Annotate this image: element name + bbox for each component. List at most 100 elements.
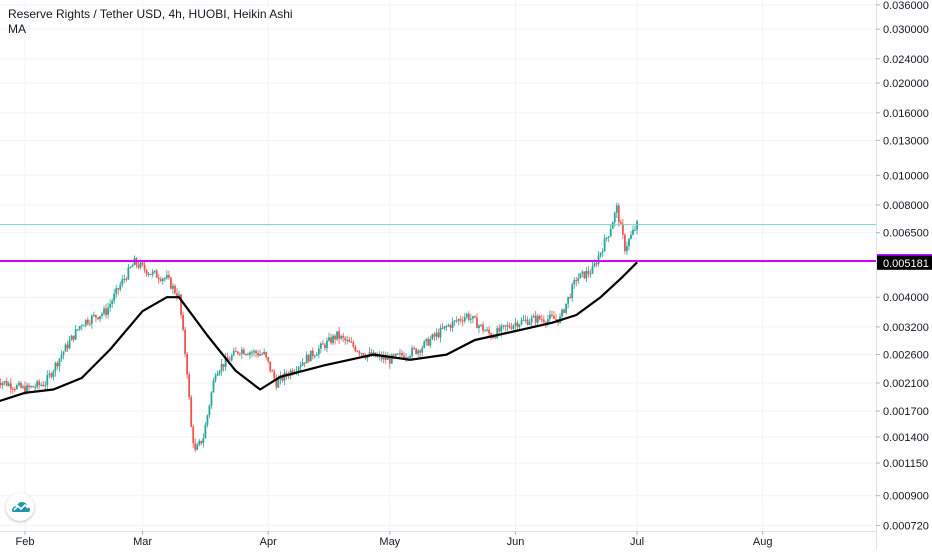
candle-body — [3, 381, 6, 383]
y-tick-label: 0.024000 — [883, 54, 929, 66]
candle-body — [482, 324, 484, 331]
candle-body — [125, 278, 128, 280]
candles — [0, 202, 638, 453]
candle-body — [459, 319, 462, 321]
candle-body — [518, 324, 521, 328]
candle-body — [84, 319, 87, 326]
candle-body — [510, 327, 513, 329]
candle-body — [305, 354, 308, 364]
candle-body — [182, 314, 184, 330]
candle-body — [494, 336, 497, 338]
candle-body — [117, 288, 120, 290]
y-tick-label: 0.003200 — [883, 322, 929, 334]
candle-body — [86, 319, 89, 324]
candle-body — [5, 381, 8, 386]
candle-body — [267, 357, 270, 362]
levels — [0, 224, 876, 263]
candle-body — [307, 354, 310, 362]
candle-body — [512, 325, 515, 329]
candle-body — [101, 313, 103, 316]
candle-body — [441, 327, 444, 329]
tradingview-logo[interactable] — [6, 493, 34, 521]
candle-body — [467, 313, 470, 320]
candle-body — [113, 293, 116, 301]
candle-body — [103, 308, 105, 314]
candle-body — [123, 278, 126, 280]
candle-body — [220, 363, 223, 372]
candle-body — [346, 339, 349, 341]
candle-body — [571, 284, 574, 299]
candle-body — [15, 385, 18, 389]
candle-body — [95, 315, 97, 318]
candle-body — [232, 350, 235, 356]
candle-body — [236, 351, 239, 354]
candle-body — [186, 353, 189, 375]
candle-body — [313, 355, 316, 357]
candle-body — [253, 350, 255, 353]
candle-body — [486, 329, 488, 331]
candle-body — [540, 319, 543, 321]
candle-body — [214, 375, 217, 381]
candle-body — [277, 379, 280, 388]
candle-body — [131, 265, 134, 268]
y-tick-label: 0.001150 — [883, 458, 928, 470]
candle-body — [399, 352, 401, 355]
candle-body — [194, 443, 197, 450]
candle-body — [309, 350, 312, 362]
legend-ma[interactable]: MA — [8, 22, 26, 36]
candle-body — [30, 386, 32, 388]
candle-body — [549, 314, 551, 320]
candle-body — [551, 314, 553, 317]
candle-body — [344, 337, 347, 341]
candle-body — [147, 273, 150, 275]
candle-body — [7, 383, 10, 386]
candle-body — [392, 354, 395, 356]
candle-body — [394, 353, 397, 356]
candle-body — [170, 277, 172, 289]
candle-body — [449, 325, 452, 328]
y-tick-label: 0.013000 — [883, 135, 929, 147]
candle-body — [589, 273, 592, 275]
candle-body — [567, 296, 570, 304]
candle-body — [514, 322, 517, 326]
candle-body — [291, 370, 294, 374]
candle-body — [58, 358, 61, 367]
candle-body — [595, 263, 598, 265]
x-tick-label: May — [379, 536, 400, 548]
candle-body — [413, 348, 416, 350]
tradingview-cloud-icon — [12, 502, 30, 512]
candle-body — [115, 288, 118, 294]
candle-body — [630, 234, 632, 239]
candle-body — [360, 353, 363, 355]
candle-body — [330, 337, 332, 344]
candle-body — [226, 357, 229, 360]
y-tick-label: 0.000900 — [883, 491, 929, 503]
candle-body — [611, 222, 614, 229]
y-tick-label: 0.000720 — [883, 520, 929, 532]
candle-body — [188, 374, 191, 398]
candle-body — [299, 365, 302, 368]
candle-body — [44, 385, 47, 387]
y-tick-label: 0.020000 — [883, 78, 929, 90]
candle-body — [149, 273, 152, 275]
candle-body — [275, 378, 278, 388]
candle-body — [415, 348, 418, 354]
ma-layer — [0, 261, 638, 403]
candle-body — [500, 325, 503, 332]
candle-body — [218, 371, 221, 374]
candle-body — [326, 340, 328, 349]
candle-body — [28, 385, 30, 388]
y-tick-label: 0.002600 — [883, 350, 929, 362]
candle-body — [202, 438, 205, 444]
candle-body — [273, 371, 276, 379]
ma-line — [0, 261, 638, 403]
candle-body — [301, 362, 304, 366]
candle-body — [569, 296, 572, 299]
ma-price-label-bg — [877, 255, 932, 270]
time-axis-bg — [0, 531, 876, 550]
x-tick-label: Feb — [16, 536, 35, 548]
candle-body — [530, 317, 533, 323]
